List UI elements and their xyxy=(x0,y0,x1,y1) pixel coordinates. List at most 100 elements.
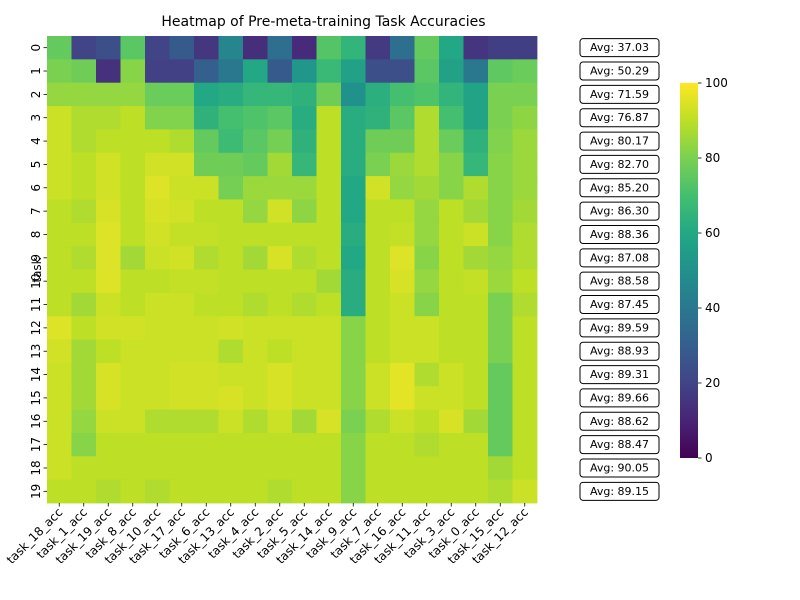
y-tick-label: 13 xyxy=(29,344,43,359)
x-axis-ticks: task_18_acctask_1_acctask_19_acctask_8_a… xyxy=(4,503,531,567)
heatmap-cell xyxy=(120,432,146,457)
heatmap-cell xyxy=(267,82,293,107)
heatmap-cell xyxy=(512,339,538,364)
heatmap-cell xyxy=(47,246,72,270)
heatmap-cell xyxy=(463,432,489,457)
heatmap-cell xyxy=(96,36,121,60)
heatmap-cell xyxy=(194,409,219,434)
heatmap-cell xyxy=(292,82,317,107)
heatmap-cell xyxy=(194,59,219,84)
y-tick-label: 1 xyxy=(29,67,43,75)
row-average-box xyxy=(579,435,660,455)
heatmap-cell xyxy=(267,409,293,434)
heatmap-cell xyxy=(365,362,391,387)
heatmap-cell xyxy=(71,59,97,84)
heatmap-cell xyxy=(390,316,415,340)
row-average-box xyxy=(579,84,660,104)
heatmap-cell xyxy=(488,456,513,481)
y-tick-label: 10 xyxy=(29,274,43,289)
heatmap-cell xyxy=(316,246,342,270)
heatmap-cell xyxy=(341,222,366,247)
heatmap-cell xyxy=(390,362,415,387)
row-average: Avg: 89.59 xyxy=(579,318,660,338)
heatmap-cell xyxy=(316,106,342,130)
heatmap-cell xyxy=(292,222,317,247)
row-average-label: Avg: 85.20 xyxy=(590,181,649,194)
heatmap-cell xyxy=(439,82,464,107)
heatmap-cell xyxy=(341,152,366,177)
heatmap-cell xyxy=(365,269,391,294)
heatmap-cell xyxy=(194,36,219,60)
heatmap-cell xyxy=(463,479,489,504)
heatmap-cell xyxy=(341,479,366,504)
heatmap-cell xyxy=(512,292,538,317)
row-average: Avg: 80.17 xyxy=(579,131,660,151)
heatmap-cell xyxy=(316,456,342,481)
heatmap-cell xyxy=(463,176,489,200)
row-average: Avg: 71.59 xyxy=(579,84,660,104)
row-average: Avg: 50.29 xyxy=(579,61,660,81)
heatmap-cell xyxy=(96,432,121,457)
heatmap-cell xyxy=(292,269,317,294)
heatmap-cell xyxy=(218,269,244,294)
heatmap-cell xyxy=(439,362,464,387)
heatmap-cell xyxy=(218,36,244,60)
heatmap-cell xyxy=(169,432,195,457)
heatmap-cell xyxy=(243,222,268,247)
heatmap-cell xyxy=(439,106,464,130)
heatmap-cell xyxy=(71,386,97,410)
heatmap-cell xyxy=(267,36,293,60)
heatmap-cell xyxy=(439,479,464,504)
heatmap-cell xyxy=(218,316,244,340)
heatmap-cell xyxy=(439,456,464,481)
heatmap-cell xyxy=(243,269,268,294)
heatmap-cell xyxy=(365,246,391,270)
y-tick-label: 8 xyxy=(29,231,43,239)
heatmap-cell xyxy=(194,269,219,294)
heatmap-cell xyxy=(243,432,268,457)
heatmap-cell xyxy=(414,176,440,200)
heatmap-cell xyxy=(71,176,97,200)
heatmap-cell xyxy=(243,176,268,200)
heatmap-cell xyxy=(47,199,72,224)
heatmap-cell xyxy=(96,106,121,130)
heatmap-cell xyxy=(463,222,489,247)
heatmap-cell xyxy=(145,362,170,387)
heatmap-cell xyxy=(218,152,244,177)
row-average-box xyxy=(579,481,660,501)
heatmap-cell xyxy=(120,129,146,154)
heatmap-cell xyxy=(365,59,391,84)
heatmap-cell xyxy=(267,479,293,504)
heatmap-cell xyxy=(414,386,440,410)
heatmap-cell xyxy=(488,222,513,247)
row-average-label: Avg: 37.03 xyxy=(590,41,649,54)
heatmap-cell xyxy=(145,456,170,481)
heatmap-cell xyxy=(414,152,440,177)
heatmap-cell xyxy=(120,82,146,107)
heatmap-cell xyxy=(169,129,195,154)
heatmap-cell xyxy=(488,59,513,84)
heatmap-cell xyxy=(194,432,219,457)
y-tick-label: 7 xyxy=(29,207,43,215)
heatmap-cell xyxy=(169,36,195,60)
heatmap-cell xyxy=(218,432,244,457)
row-average: Avg: 87.45 xyxy=(579,295,660,315)
y-tick-label: 3 xyxy=(29,114,43,122)
heatmap-cell xyxy=(96,316,121,340)
heatmap-cell xyxy=(365,176,391,200)
row-average: Avg: 88.36 xyxy=(579,224,660,244)
heatmap-cell xyxy=(169,292,195,317)
heatmap-cell xyxy=(439,152,464,177)
row-average: Avg: 82.70 xyxy=(579,154,660,174)
heatmap-cell xyxy=(243,129,268,154)
heatmap-cell xyxy=(292,59,317,84)
heatmap-cell xyxy=(267,316,293,340)
heatmap-cell xyxy=(365,339,391,364)
row-average-box xyxy=(579,458,660,478)
heatmap-cell xyxy=(341,246,366,270)
heatmap-cell xyxy=(439,59,464,84)
heatmap-cell xyxy=(47,269,72,294)
heatmap-cell xyxy=(243,479,268,504)
heatmap-cell xyxy=(439,129,464,154)
heatmap-cell xyxy=(120,106,146,130)
